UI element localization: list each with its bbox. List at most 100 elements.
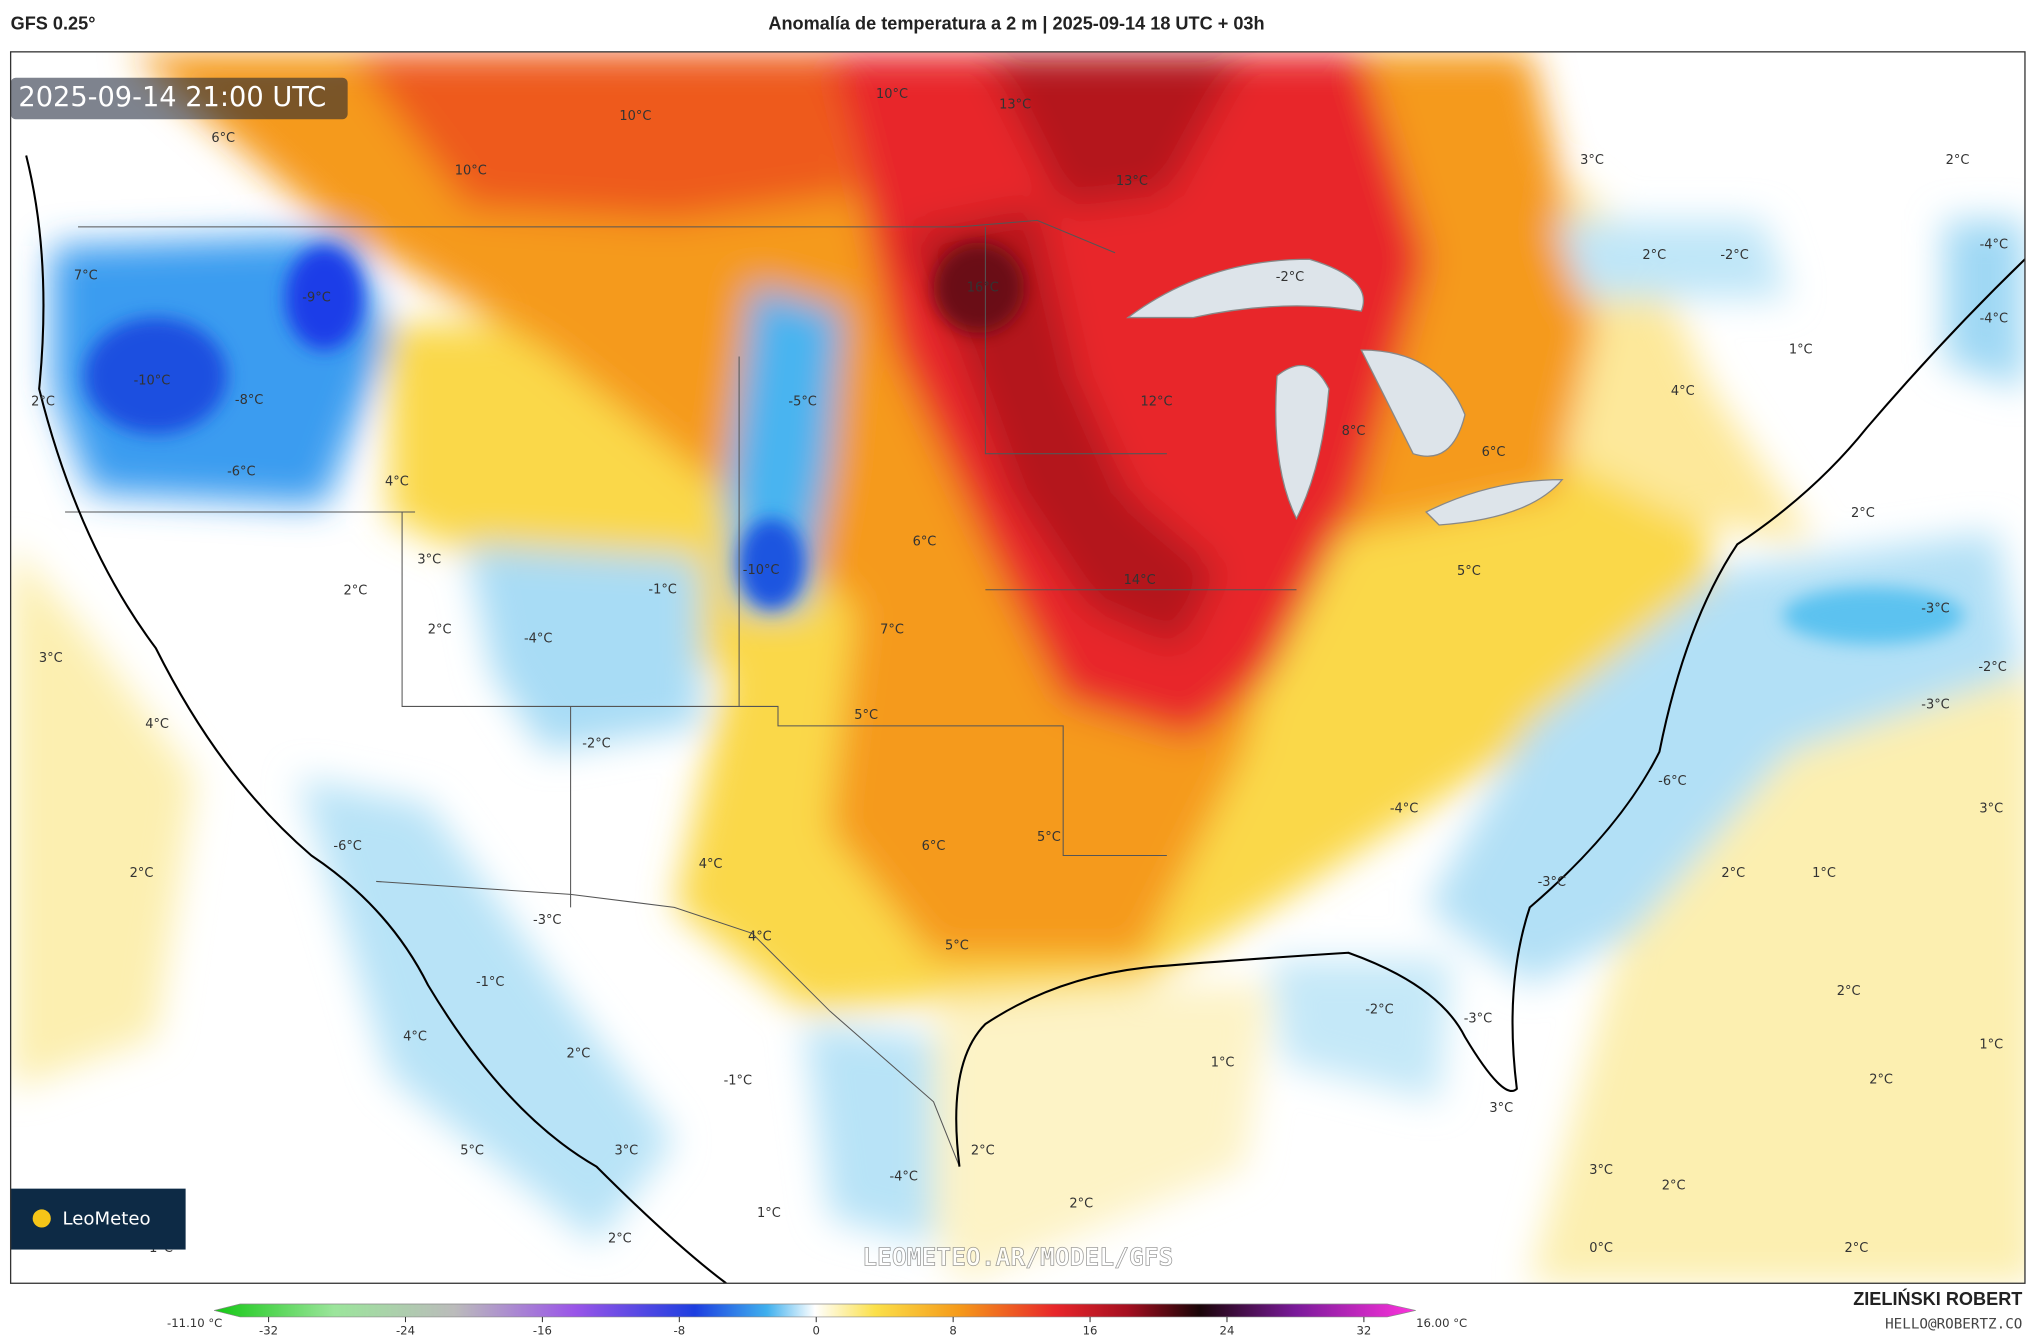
field-light-blue: [1426, 531, 2023, 986]
contour-label: 2°C: [1069, 1197, 1093, 1212]
borders: [65, 219, 1297, 1167]
timestamp: 2025-09-14 21:00 UTC: [18, 82, 326, 113]
contour-label: 2°C: [1946, 153, 1970, 168]
contour-label: 6°C: [1482, 445, 1506, 460]
contour-label: -2°C: [582, 737, 610, 752]
contour-label: -6°C: [333, 839, 361, 854]
contour-label: 1°C: [1812, 866, 1836, 881]
contour-label: -9°C: [302, 291, 330, 306]
contour-label: 2°C: [1662, 1179, 1686, 1194]
contour-label: 2°C: [608, 1232, 632, 1247]
colorbar-tick-label: 0: [813, 1324, 820, 1338]
border: [570, 226, 1297, 908]
contour-label: 3°C: [1489, 1101, 1513, 1116]
contour-label: -3°C: [1464, 1011, 1492, 1026]
contour-label: -2°C: [1720, 248, 1748, 263]
contour-label: -6°C: [1658, 774, 1686, 789]
contour-label: 7°C: [74, 269, 98, 284]
field-pale-yellow: [907, 985, 1271, 1284]
contour-label: 2°C: [1851, 506, 1875, 521]
contour-label: -3°C: [1921, 602, 1949, 617]
lake: [1360, 349, 1466, 457]
contour-label: 5°C: [460, 1144, 484, 1159]
map-field: 2025-09-14 21:00 UTC 6°C 10°C 10°C 10°C 13°C…: [10, 51, 2025, 1284]
contour-label: 2°C: [1845, 1241, 1869, 1256]
field-blue: [1782, 587, 1965, 645]
timestamp-box: [10, 77, 348, 120]
watermark: LEOMETEO.AR/MODEL/GFS: [862, 1243, 1173, 1272]
contour-label: 0°C: [1589, 1241, 1613, 1256]
contour-label: -2°C: [1978, 660, 2006, 675]
field-dark-red: [985, 51, 1245, 208]
contour-label: -5°C: [788, 394, 816, 409]
contour-label: 2°C: [971, 1144, 995, 1159]
contour-label: 3°C: [417, 552, 441, 567]
lake: [1275, 365, 1330, 520]
contour-label: 6°C: [922, 839, 946, 854]
field-light-blue: [1944, 220, 2025, 389]
coastline: [955, 258, 2025, 1167]
contour-label: 2°C: [1721, 866, 1745, 881]
contour-label: 3°C: [1580, 153, 1604, 168]
model-name: GFS 0.25°: [11, 13, 96, 33]
anomaly-core: [84, 242, 1965, 645]
contour-label: -10°C: [134, 374, 171, 389]
contour-label: 2°C: [344, 584, 368, 599]
field-max: [933, 242, 1025, 334]
contour-label: -4°C: [1980, 311, 2008, 326]
contour-label: 3°C: [614, 1144, 638, 1159]
field-pale-yellow: [10, 544, 195, 1089]
contour-label: 7°C: [880, 622, 904, 637]
contour-label: 3°C: [1979, 801, 2003, 816]
colorbar-tick-label: 16: [1083, 1324, 1098, 1338]
field-light-blue: [803, 1024, 934, 1245]
contour-label: 4°C: [699, 857, 723, 872]
contour-label: 6°C: [211, 131, 235, 146]
contour-label: -3°C: [533, 913, 561, 928]
contour-label: 4°C: [385, 475, 409, 490]
contour-label: 1°C: [1979, 1037, 2003, 1052]
field-pale-yellow: [1529, 676, 2025, 1284]
contour-label: 5°C: [854, 708, 878, 723]
contour-label: -2°C: [1365, 1002, 1393, 1017]
contour-label: -6°C: [227, 464, 255, 479]
contour-label: -3°C: [1921, 698, 1949, 713]
contour-label: 16°C: [967, 280, 999, 295]
contour-label: -1°C: [476, 975, 504, 990]
colorbar-tick-label: -24: [396, 1324, 415, 1338]
contour-label: -4°C: [1980, 237, 2008, 252]
colorbar-tick-label: -16: [533, 1324, 552, 1338]
field-orange-red: [350, 51, 856, 221]
contour-label: 10°C: [619, 109, 651, 124]
colorbar-tick-label: 8: [949, 1324, 956, 1338]
contour-label: 2°C: [1642, 248, 1666, 263]
colorbar-bar: [214, 1303, 1416, 1318]
author: ZIELIŃSKI ROBERT: [1853, 1288, 2022, 1309]
field-deep-blue: [84, 317, 228, 435]
contour-label: -1°C: [648, 582, 676, 597]
contour-label: -3°C: [1538, 875, 1566, 890]
colorbar-max: 16.00 °C: [1416, 1316, 1467, 1330]
colorbar-tick-label: -8: [674, 1324, 686, 1338]
border: [78, 219, 1116, 254]
contour-label: 13°C: [1116, 174, 1148, 189]
contour-label: 1°C: [757, 1206, 781, 1221]
contour-labels: 6°C 10°C 10°C 10°C 13°C 13°C 16°C -2°C 3°C 2°C 2°C…: [31, 87, 2008, 1256]
contour-label: 3°C: [39, 651, 63, 666]
field-light-blue: [1270, 959, 1453, 1102]
field-deep-blue: [285, 246, 364, 350]
field-light-blue: [298, 777, 675, 1245]
contour-label: -10°C: [743, 563, 780, 578]
contour-label: 6°C: [913, 534, 937, 549]
coastlines: [25, 155, 2025, 1284]
contour-label: 2°C: [31, 394, 55, 409]
contour-label: -8°C: [235, 393, 263, 408]
colorbar-min: -11.10 °C: [167, 1316, 222, 1330]
map-frame: [9, 51, 2026, 1284]
coastline: [25, 155, 727, 1284]
contour-label: 10°C: [876, 87, 908, 102]
contour-label: 13°C: [999, 97, 1031, 112]
lake: [1126, 258, 1365, 319]
